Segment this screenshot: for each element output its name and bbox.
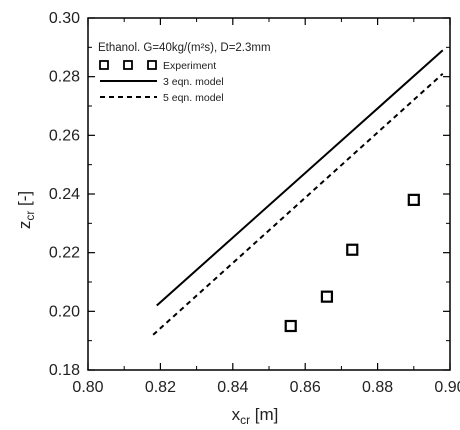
- experiment-point: [320, 290, 334, 303]
- legend-square-marker: [147, 60, 157, 70]
- legend-square-marker: [123, 60, 133, 70]
- y-tick-label: 0.22: [49, 245, 80, 262]
- y-tick-label: 0.20: [49, 303, 80, 320]
- legend: Ethanol. G=40kg/(m²s), D=2.3mm Experimen…: [98, 42, 271, 104]
- y-tick-label: 0.26: [49, 127, 80, 144]
- x-tick-label: 0.88: [362, 379, 393, 396]
- experiment-point: [407, 193, 420, 206]
- y-axis-label-sub: cr: [23, 211, 37, 221]
- x-tick-label: 0.90: [434, 379, 460, 396]
- y-tick-label: 0.28: [49, 69, 80, 86]
- y-tick-label: 0.18: [49, 362, 80, 379]
- x-axis-label-sub: cr: [240, 413, 250, 427]
- y-tick-label: 0.24: [49, 186, 80, 203]
- y-tick-label: 0.30: [49, 10, 80, 27]
- legend-label-3-eqn: 3 eqn. model: [163, 76, 224, 88]
- legend-label-5-eqn: 5 eqn. model: [163, 92, 224, 104]
- x-axis-label-unit: [m]: [250, 405, 278, 424]
- axes: 0.80 0.82 0.84 0.86 0.88 0.90 0.18 0.20 0.22 0.24…: [49, 10, 460, 396]
- y-axis-label: zcr [-]: [15, 191, 37, 229]
- chart-title: Ethanol. G=40kg/(m²s), D=2.3mm: [98, 42, 271, 54]
- series-line-3-eqn-model: [156, 49, 444, 307]
- x-axis-label: xcr [m]: [232, 405, 279, 427]
- series-line-5-eqn-model: [152, 72, 444, 336]
- x-tick-label: 0.82: [145, 379, 176, 396]
- x-tick-label: 0.84: [217, 379, 248, 396]
- plot-frame: [87, 17, 451, 371]
- y-axis-label-unit: [-]: [15, 191, 34, 211]
- plot-series: [152, 49, 444, 336]
- x-axis-label-main: x: [232, 405, 241, 424]
- legend-label-experiment: Experiment: [163, 60, 216, 72]
- y-axis-label-main: z: [15, 221, 34, 230]
- experiment-point: [346, 243, 359, 256]
- x-tick-label: 0.86: [290, 379, 321, 396]
- legend-marker-experiment: [99, 60, 157, 70]
- experiment-point: [284, 319, 297, 333]
- legend-square-marker: [99, 60, 109, 70]
- x-tick-label: 0.80: [72, 379, 103, 396]
